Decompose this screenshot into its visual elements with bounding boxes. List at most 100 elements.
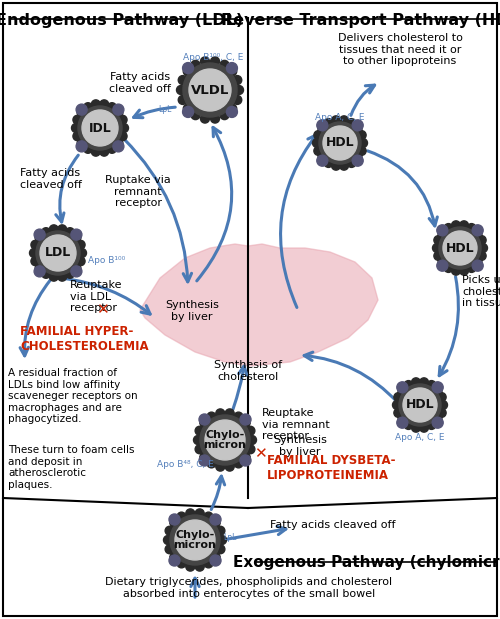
Circle shape <box>100 147 108 156</box>
Circle shape <box>324 119 333 128</box>
Text: Exogenous Pathway (chylomicrons): Exogenous Pathway (chylomicrons) <box>233 555 500 570</box>
Circle shape <box>73 132 82 141</box>
Circle shape <box>347 119 356 128</box>
Circle shape <box>392 400 402 410</box>
Circle shape <box>199 414 210 425</box>
Text: Endogenous Pathway (LDL): Endogenous Pathway (LDL) <box>0 13 244 28</box>
Circle shape <box>170 518 179 527</box>
Text: Picks up
cholesterol
in tissues: Picks up cholesterol in tissues <box>462 275 500 308</box>
Circle shape <box>460 266 468 275</box>
Circle shape <box>66 228 74 236</box>
Circle shape <box>332 161 340 170</box>
Circle shape <box>234 85 244 95</box>
Circle shape <box>186 562 195 571</box>
Circle shape <box>182 106 194 118</box>
Text: Chylo-
micron: Chylo- micron <box>174 530 216 550</box>
Text: Fatty acids
cleaved off: Fatty acids cleaved off <box>109 72 171 93</box>
Circle shape <box>394 392 403 402</box>
Circle shape <box>234 412 243 421</box>
Circle shape <box>340 161 348 170</box>
Circle shape <box>76 240 85 249</box>
Circle shape <box>358 139 368 147</box>
Text: IDL: IDL <box>88 121 112 134</box>
Circle shape <box>420 423 428 432</box>
Text: Synthesis
by liver: Synthesis by liver <box>273 435 327 457</box>
Circle shape <box>108 144 116 154</box>
Circle shape <box>234 459 243 468</box>
Circle shape <box>233 95 242 105</box>
Circle shape <box>473 228 482 238</box>
Text: Delivers cholesterol to
tissues that need it or
to other lipoproteins: Delivers cholesterol to tissues that nee… <box>338 33 462 66</box>
Text: HDL: HDL <box>406 399 434 412</box>
Circle shape <box>220 111 229 119</box>
Circle shape <box>473 258 482 267</box>
Circle shape <box>66 269 74 279</box>
Circle shape <box>477 236 486 245</box>
Circle shape <box>439 227 481 269</box>
Circle shape <box>352 120 363 131</box>
Circle shape <box>50 272 58 281</box>
Circle shape <box>312 139 322 147</box>
Circle shape <box>191 111 200 119</box>
Circle shape <box>403 388 437 422</box>
Circle shape <box>36 231 80 275</box>
Text: Fatty acids cleaved off: Fatty acids cleaved off <box>270 520 396 530</box>
Circle shape <box>200 57 209 66</box>
Circle shape <box>472 225 483 236</box>
Circle shape <box>434 236 443 245</box>
Circle shape <box>432 417 443 428</box>
Circle shape <box>438 228 447 238</box>
Circle shape <box>319 122 361 164</box>
Circle shape <box>472 260 483 271</box>
Circle shape <box>477 251 486 261</box>
Circle shape <box>437 260 448 271</box>
Text: Fatty acids
cleaved off: Fatty acids cleaved off <box>20 168 82 189</box>
Circle shape <box>318 124 327 132</box>
Circle shape <box>357 146 366 155</box>
Circle shape <box>353 124 362 132</box>
Circle shape <box>35 264 44 273</box>
Text: FAMILIAL DYSBETA-
LIPOPROTEINEMIA: FAMILIAL DYSBETA- LIPOPROTEINEMIA <box>267 454 396 482</box>
Circle shape <box>240 455 251 466</box>
Circle shape <box>467 223 476 233</box>
Circle shape <box>165 526 174 535</box>
Circle shape <box>353 154 362 162</box>
Circle shape <box>210 114 220 123</box>
Circle shape <box>226 63 237 74</box>
Circle shape <box>438 400 448 410</box>
Circle shape <box>72 233 81 242</box>
Circle shape <box>226 106 237 118</box>
Text: Synthesis of
cholesterol: Synthesis of cholesterol <box>214 360 282 381</box>
Text: Apo A, C, E: Apo A, C, E <box>316 113 365 122</box>
Circle shape <box>169 514 180 525</box>
Circle shape <box>438 258 447 267</box>
Circle shape <box>178 95 187 105</box>
Circle shape <box>77 108 86 117</box>
Circle shape <box>210 57 220 66</box>
Circle shape <box>194 436 202 444</box>
Text: Dietary triglycerides, phospholipids and cholesterol
absorbed into enterocytes o: Dietary triglycerides, phospholipids and… <box>106 577 393 599</box>
Circle shape <box>246 444 255 454</box>
Text: Apo B¹⁰⁰, C, E: Apo B¹⁰⁰, C, E <box>183 53 243 62</box>
Text: Reuptake
via remnant
receptor: Reuptake via remnant receptor <box>262 408 330 441</box>
Circle shape <box>78 106 122 150</box>
Circle shape <box>460 221 468 230</box>
Circle shape <box>184 67 192 76</box>
Text: LpL: LpL <box>223 533 236 542</box>
Circle shape <box>72 124 80 132</box>
Circle shape <box>184 104 192 113</box>
Circle shape <box>241 418 250 427</box>
Circle shape <box>467 264 476 272</box>
Circle shape <box>34 229 45 240</box>
Circle shape <box>200 453 209 462</box>
Circle shape <box>246 426 255 435</box>
Circle shape <box>228 104 236 113</box>
Circle shape <box>92 147 100 156</box>
Circle shape <box>58 225 66 234</box>
Circle shape <box>84 144 92 154</box>
Circle shape <box>186 509 195 518</box>
Circle shape <box>317 120 328 131</box>
Circle shape <box>412 423 420 432</box>
Circle shape <box>433 415 442 424</box>
Text: Ruptake via
remnant
receptor: Ruptake via remnant receptor <box>105 175 171 208</box>
